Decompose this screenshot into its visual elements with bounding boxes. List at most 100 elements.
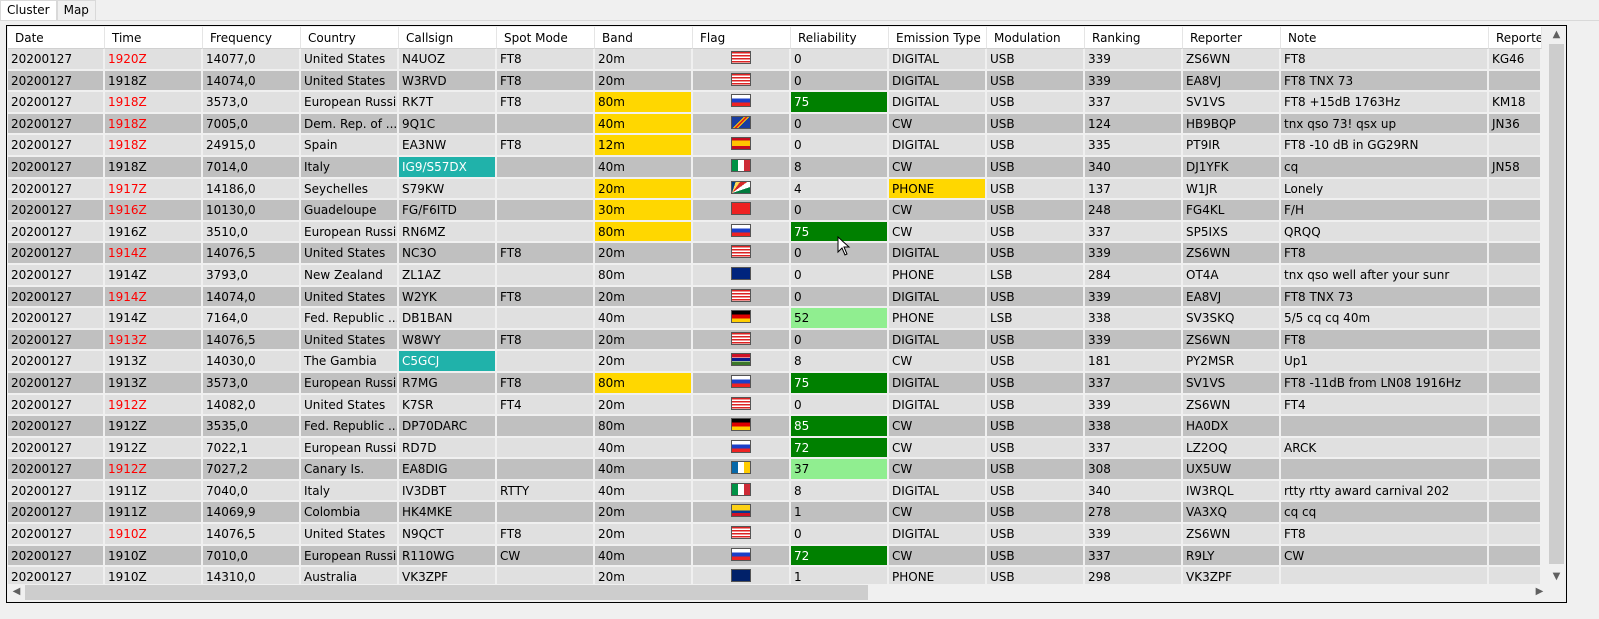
table-row[interactable]: 20200127 1914Z 7164,0 Fed. Republic ... DB1B…	[8, 308, 1548, 330]
cell-modulation: USB	[987, 459, 1085, 481]
horizontal-scroll-thumb[interactable]	[25, 585, 868, 600]
cell-date: 20200127	[8, 480, 105, 503]
cell-modulation: USB	[987, 329, 1085, 352]
column-header-date[interactable]: Date	[8, 27, 105, 49]
column-header-frequency[interactable]: Frequency	[203, 27, 301, 49]
table-row[interactable]: 20200127 1913Z 14030,0 The Gambia C5GCJ 20m 8 C…	[8, 351, 1548, 373]
table-row[interactable]: 20200127 1918Z 14074,0 United States W3RVD FT…	[8, 70, 1548, 93]
vertical-scroll-thumb[interactable]	[1549, 44, 1564, 564]
cell-band: 40m	[595, 156, 693, 179]
table-row[interactable]: 20200127 1914Z 3793,0 New Zealand ZL1AZ 80m 0 P…	[8, 264, 1548, 287]
cell-frequency: 24915,0	[203, 135, 301, 157]
cell-reporter-locator	[1489, 394, 1542, 417]
cell-date: 20200127	[8, 135, 105, 157]
cell-frequency: 7022,1	[203, 437, 301, 460]
vertical-scrollbar[interactable]: ▲ ▼	[1548, 27, 1565, 584]
table-row[interactable]: 20200127 1911Z 14069,9 Colombia HK4MKE 20m 1 CW…	[8, 502, 1548, 525]
column-header-note[interactable]: Note	[1281, 27, 1489, 49]
cell-reporter: VA3XQ	[1183, 502, 1281, 525]
column-header-country[interactable]: Country	[301, 27, 399, 49]
cell-reporter-locator: KM18	[1489, 92, 1542, 114]
cell-note: FT8	[1281, 524, 1489, 546]
cell-ranking: 298	[1085, 567, 1183, 584]
table-row[interactable]: 20200127 1916Z 3510,0 European Russia RN6MZ 8…	[8, 221, 1548, 244]
mouse-cursor-icon	[837, 236, 851, 256]
table-row[interactable]: 20200127 1910Z 14310,0 Australia VK3ZPF 20m 1 P…	[8, 567, 1548, 584]
cell-modulation: USB	[987, 49, 1085, 71]
table-row[interactable]: 20200127 1911Z 7040,0 Italy IV3DBT RTTY 40m 8 DI…	[8, 480, 1548, 503]
cell-emission-type: DIGITAL	[889, 372, 987, 395]
cell-flag	[693, 135, 791, 157]
cell-modulation: USB	[987, 92, 1085, 114]
cell-band: 20m	[595, 286, 693, 309]
table-row[interactable]: 20200127 1916Z 10130,0 Guadeloupe FG/F6ITD 30…	[8, 200, 1548, 222]
table-row[interactable]: 20200127 1918Z 7014,0 Italy IG9/S57DX 40m 8 CW U…	[8, 156, 1548, 179]
cell-time: 1914Z	[105, 308, 203, 330]
cell-country: European Russia	[301, 372, 399, 395]
column-header-reporter-locator[interactable]: Reporter	[1489, 27, 1542, 49]
table-row[interactable]: 20200127 1914Z 14074,0 United States W2YK FT8…	[8, 286, 1548, 309]
cell-time: 1910Z	[105, 545, 203, 568]
cell-reporter-locator: JN58	[1489, 156, 1542, 179]
column-header-flag[interactable]: Flag	[693, 27, 791, 49]
table-row[interactable]: 20200127 1912Z 3535,0 Fed. Republic ... DP70…	[8, 416, 1548, 438]
cell-date: 20200127	[8, 308, 105, 330]
cell-frequency: 14076,5	[203, 329, 301, 352]
table-row[interactable]: 20200127 1914Z 14076,5 United States NC3O FT8…	[8, 243, 1548, 265]
column-header-ranking[interactable]: Ranking	[1085, 27, 1183, 49]
table-row[interactable]: 20200127 1910Z 7010,0 European Russia R110WG…	[8, 545, 1548, 568]
cell-date: 20200127	[8, 286, 105, 309]
column-header-band[interactable]: Band	[595, 27, 693, 49]
horizontal-scrollbar[interactable]: ◀ ▶	[8, 584, 1548, 601]
flag-us-icon	[731, 51, 751, 64]
tab-cluster[interactable]: Cluster	[0, 0, 57, 21]
cell-emission-type: CW	[889, 156, 987, 179]
cell-reporter: EA8VJ	[1183, 70, 1281, 93]
cell-reporter: OT4A	[1183, 264, 1281, 287]
cell-reporter: R9LY	[1183, 545, 1281, 568]
table-row[interactable]: 20200127 1912Z 7027,2 Canary Is. EA8DIG 40m 37…	[8, 459, 1548, 481]
cell-reporter: IW3RQL	[1183, 480, 1281, 503]
table-row[interactable]: 20200127 1920Z 14077,0 United States N4UOZ FT…	[8, 49, 1548, 71]
cell-reliability: 0	[791, 70, 889, 93]
column-header-reliability[interactable]: Reliability	[791, 27, 889, 49]
table-row[interactable]: 20200127 1913Z 14076,5 United States W8WY FT8…	[8, 329, 1548, 352]
cell-country: European Russia	[301, 92, 399, 114]
table-row[interactable]: 20200127 1917Z 14186,0 Seychelles S79KW 20m 4 P…	[8, 178, 1548, 201]
cell-frequency: 10130,0	[203, 200, 301, 222]
cell-frequency: 14082,0	[203, 394, 301, 417]
cell-time: 1918Z	[105, 113, 203, 136]
table-row[interactable]: 20200127 1918Z 7005,0 Dem. Rep. of ... 9Q1C 4…	[8, 113, 1548, 136]
cell-reporter-locator	[1489, 524, 1542, 546]
flag-us-icon	[731, 331, 751, 345]
column-header-reporter[interactable]: Reporter	[1183, 27, 1281, 49]
scroll-down-icon[interactable]: ▼	[1552, 571, 1561, 582]
cell-date: 20200127	[8, 49, 105, 71]
table-row[interactable]: 20200127 1918Z 24915,0 Spain EA3NW FT8 12m 0 DIG…	[8, 135, 1548, 157]
table-row[interactable]: 20200127 1913Z 3573,0 European Russia R7MG FT…	[8, 372, 1548, 395]
table-row[interactable]: 20200127 1918Z 3573,0 European Russia RK7T FT…	[8, 92, 1548, 114]
scroll-right-icon[interactable]: ▶	[1535, 586, 1544, 597]
cell-spot-mode: FT8	[497, 329, 595, 352]
column-header-emission-type[interactable]: Emission Type	[889, 27, 987, 49]
cell-time: 1910Z	[105, 567, 203, 584]
cell-band: 40m	[595, 480, 693, 503]
table-row[interactable]: 20200127 1912Z 7022,1 European Russia RD7D 40…	[8, 437, 1548, 460]
column-header-callsign[interactable]: Callsign	[399, 27, 497, 49]
column-header-spot-mode[interactable]: Spot Mode	[497, 27, 595, 49]
cell-note: cq cq	[1281, 502, 1489, 525]
tab-map[interactable]: Map	[56, 0, 96, 20]
column-header-modulation[interactable]: Modulation	[987, 27, 1085, 49]
cell-reporter: PY2MSR	[1183, 351, 1281, 373]
cell-emission-type: PHONE	[889, 178, 987, 201]
column-header-time[interactable]: Time	[105, 27, 203, 49]
tab-bar: Cluster Map	[0, 0, 96, 21]
table-row[interactable]: 20200127 1910Z 14076,5 United States N9QCT FT…	[8, 524, 1548, 546]
table-row[interactable]: 20200127 1912Z 14082,0 United States K7SR FT4…	[8, 394, 1548, 417]
cell-callsign: R7MG	[399, 372, 497, 395]
cell-modulation: USB	[987, 221, 1085, 244]
scroll-up-icon[interactable]: ▲	[1552, 29, 1561, 40]
cell-emission-type: DIGITAL	[889, 480, 987, 503]
cell-reliability: 0	[791, 135, 889, 157]
scroll-left-icon[interactable]: ◀	[12, 586, 21, 597]
